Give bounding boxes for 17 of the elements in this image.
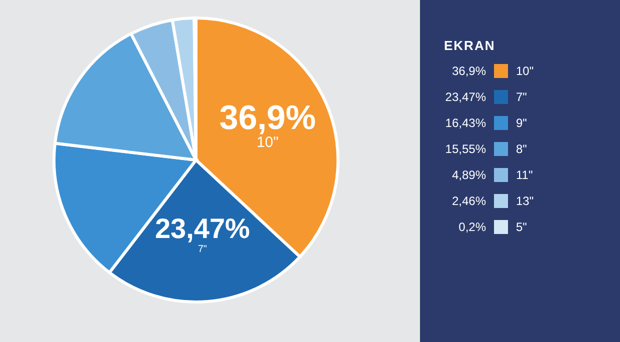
legend-label: 7" [516,90,527,104]
text: 36,9% [452,64,486,78]
legend-label: 10" [516,64,534,78]
legend-title: EKRAN [444,38,496,53]
legend-label: 11" [516,168,533,182]
data-label: 23,47% [154,212,250,244]
data-label: 0,2% [458,220,486,234]
data-label: 4,89% [452,168,486,182]
legend-label: 9" [516,116,527,130]
legend-label: 13" [516,194,534,208]
data-label: 2,46% [452,194,486,208]
legend-label: 5" [516,220,527,234]
slice-label: 7" [198,244,208,255]
data-label: 16,43% [445,116,486,130]
data-label: 15,55% [445,142,486,156]
text: 23,47% [445,90,486,104]
legend-label: 8" [516,142,527,156]
